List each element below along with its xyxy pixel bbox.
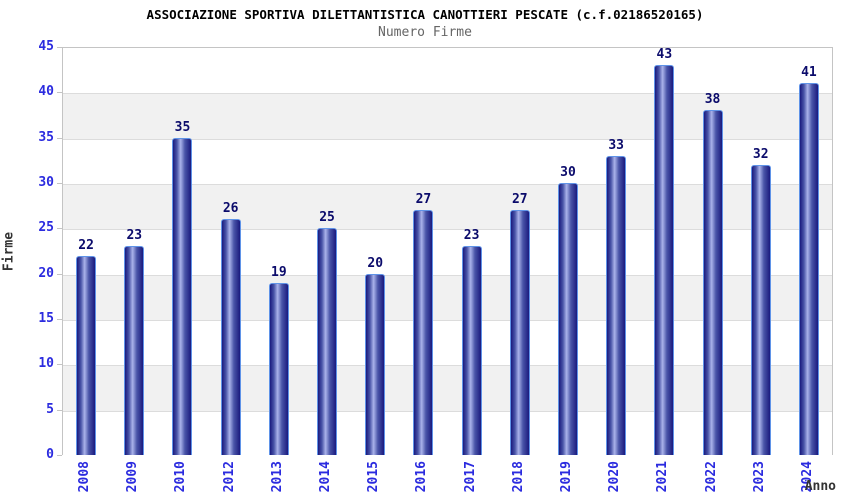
y-tick-mark [57,183,62,184]
bar-2018 [509,210,530,455]
x-tick-label: 2013 [269,461,285,493]
y-tick-mark [57,137,62,139]
bar-value-label: 30 [560,165,576,180]
y-tick-label: 30 [38,175,54,190]
bar-value-label: 43 [656,47,673,63]
x-tick-label: 2021 [655,461,671,493]
y-tick-label: 15 [38,311,54,326]
bar-value-label: 23 [126,228,143,244]
bar-2009 [124,246,145,455]
bar-2016 [413,210,434,455]
bar-2023 [750,164,771,455]
x-tick-label: 2014 [318,461,334,493]
bar-2015 [365,273,386,455]
plot-band [63,48,832,94]
gridline [63,184,832,185]
bar-value-label: 27 [415,192,432,208]
bar-2008 [76,255,97,455]
bar-value-label: 27 [511,192,528,208]
bar-value-label: 20 [367,255,384,271]
bar-value-label: 26 [222,201,239,217]
y-tick-mark [57,364,62,366]
x-tick-label: 2012 [221,461,237,493]
y-tick-label: 45 [38,39,54,54]
y-axis-title: Firme [1,231,17,272]
gridline [63,93,832,95]
x-tick-label: 2018 [510,461,526,493]
x-tick-label: 2016 [414,461,430,493]
gridline [63,365,832,367]
y-tick-label: 0 [46,447,54,462]
y-tick-mark [57,228,62,230]
gridline [63,229,832,231]
bar-value-label: 41 [801,65,817,81]
gridline [63,138,832,140]
x-tick-label: 2009 [125,461,141,493]
chart-subtitle: Numero Firme [378,25,472,40]
bar-2020 [606,155,627,455]
x-tick-label: 2019 [558,461,574,493]
y-tick-label: 10 [38,356,54,372]
y-tick-mark [57,47,62,48]
bar-2010 [172,137,193,455]
bar-2019 [557,183,578,455]
bar-value-label: 22 [78,237,94,253]
gridline [63,274,832,276]
bar-value-label: 35 [174,119,191,135]
bar-2022 [702,110,723,455]
y-tick-label: 35 [38,129,54,145]
bar-value-label: 33 [608,137,624,153]
bar-value-label: 23 [463,228,480,244]
y-tick-label: 40 [38,84,54,100]
gridline [63,410,832,412]
y-tick-label: 20 [38,265,54,281]
bar-value-label: 19 [271,264,287,280]
y-tick-mark [57,92,62,94]
bar-2014 [317,228,338,455]
x-tick-label: 2017 [462,461,478,493]
x-tick-label: 2010 [173,461,189,493]
bar-value-label: 32 [752,146,769,162]
chart-title: ASSOCIAZIONE SPORTIVA DILETTANTISTICA CA… [146,7,704,22]
bar-2024 [798,83,819,455]
x-tick-label: 2008 [77,461,93,493]
y-tick-mark [57,409,62,411]
bar-2017 [461,246,482,455]
x-tick-label: 2020 [607,461,623,493]
bar-2021 [654,65,675,455]
y-tick-mark [57,319,62,320]
bar-value-label: 38 [704,92,721,108]
x-tick-label: 2015 [366,461,382,493]
x-axis-title: Anno [804,479,836,494]
bar-2012 [220,219,241,455]
y-tick-label: 5 [46,401,54,417]
bar-2013 [268,282,289,455]
y-tick-label: 25 [38,220,54,236]
y-tick-mark [57,273,62,275]
x-tick-label: 2022 [703,461,719,493]
bar-value-label: 25 [319,210,335,226]
x-tick-label: 2023 [751,461,767,493]
y-tick-mark [57,455,62,456]
gridline [63,320,832,321]
